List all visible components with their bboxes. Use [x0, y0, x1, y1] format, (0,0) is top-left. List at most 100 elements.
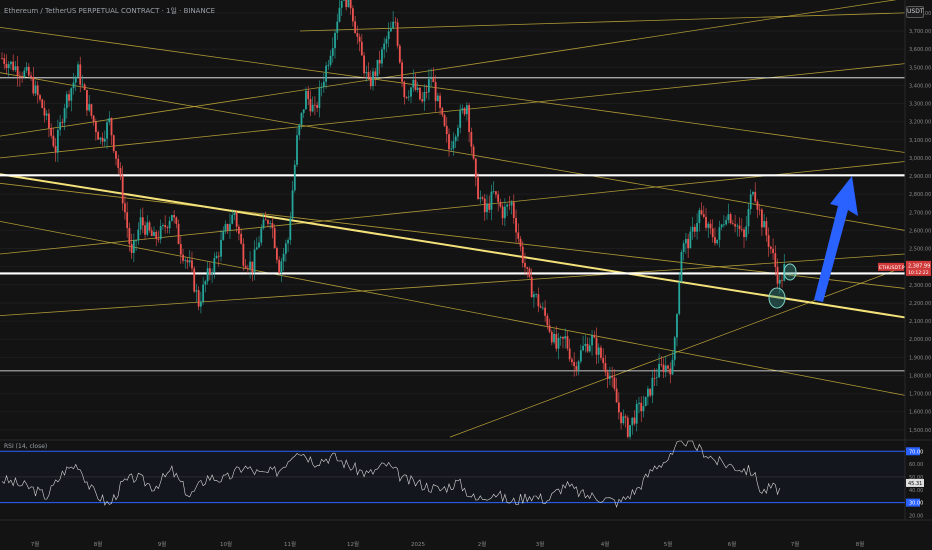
candle-body	[497, 194, 500, 202]
candle-body	[157, 239, 160, 240]
rsi-tick-label: 20.00	[909, 513, 923, 519]
candle-body	[778, 279, 781, 284]
candle-body	[600, 347, 602, 358]
candle-body	[179, 244, 182, 255]
candle-body	[481, 197, 484, 199]
candle-body	[617, 402, 620, 413]
time-tick-label: 12월	[347, 540, 359, 548]
candle-body	[159, 226, 162, 240]
price-tick-label: 2,600.00	[909, 228, 931, 234]
currency-button[interactable]: USDT	[906, 6, 924, 18]
candle-body	[3, 58, 6, 64]
price-tick-label: 2,700.00	[909, 210, 931, 216]
candle-body	[571, 359, 573, 363]
main-trend-line	[0, 173, 906, 319]
candle-body	[613, 377, 616, 389]
candle-body	[369, 77, 372, 87]
candle-body	[445, 125, 448, 135]
candle-body	[137, 229, 140, 241]
candle-body	[267, 220, 269, 224]
candle-body	[374, 71, 377, 76]
candle-body	[14, 66, 17, 71]
candle-body	[336, 21, 339, 33]
candle-body	[680, 251, 683, 283]
candle-body	[242, 243, 245, 266]
candle-body	[327, 64, 330, 66]
candle-body	[70, 88, 73, 101]
candle-body	[132, 240, 135, 253]
candle-body	[649, 388, 652, 396]
candle-body	[655, 377, 658, 378]
candle-body	[557, 338, 560, 349]
candle-body	[754, 192, 757, 202]
candle-body	[314, 104, 316, 106]
candle-body	[367, 72, 370, 78]
candle-body	[251, 261, 254, 273]
candle-body	[202, 284, 205, 302]
candle-body	[10, 61, 12, 65]
candle-body	[124, 203, 126, 213]
candle-body	[716, 239, 719, 244]
candle-body	[291, 190, 294, 219]
candle-body	[41, 99, 44, 108]
candle-body	[579, 350, 582, 362]
candle-body	[676, 313, 678, 338]
candle-body	[745, 226, 748, 238]
candle-body	[56, 129, 59, 153]
candle-body	[490, 191, 493, 210]
candle-body	[758, 209, 761, 211]
candle-body	[761, 209, 763, 228]
candle-body	[528, 268, 531, 278]
candle-body	[220, 239, 222, 257]
candle-body	[631, 417, 634, 426]
price-tick-label: 1,700.00	[909, 392, 931, 398]
candle-body	[231, 214, 234, 224]
candle-body	[12, 61, 15, 71]
candle-body	[305, 90, 307, 110]
time-tick-label: 7월	[31, 540, 40, 548]
candle-body	[526, 267, 529, 269]
candle-body	[781, 279, 783, 281]
candle-body	[660, 364, 663, 365]
candle-body	[470, 132, 473, 147]
candle-body	[651, 377, 654, 396]
candle-body	[119, 167, 122, 176]
candle-body	[519, 238, 522, 247]
candle-body	[533, 294, 535, 298]
candle-body	[101, 137, 104, 142]
candle-body	[403, 81, 406, 98]
candle-body	[215, 255, 218, 259]
candle-body	[226, 224, 229, 231]
candle-body	[604, 363, 607, 373]
candle-body	[302, 109, 305, 113]
candle-body	[696, 222, 698, 232]
candle-body	[700, 210, 703, 215]
target-circle-lower	[768, 287, 786, 309]
candle-body	[115, 151, 117, 159]
candle-body	[461, 108, 464, 111]
candle-body	[16, 66, 19, 77]
candle-body	[731, 223, 734, 225]
candle-body	[615, 388, 618, 403]
candle-body	[539, 306, 542, 308]
candle-body	[702, 214, 705, 217]
trend-line	[0, 72, 906, 231]
candle-body	[591, 335, 593, 346]
candle-body	[325, 65, 327, 82]
candle-body	[121, 175, 124, 204]
candle-body	[296, 135, 298, 165]
candle-body	[182, 254, 184, 261]
candle-body	[555, 333, 558, 349]
candle-body	[421, 99, 424, 102]
candle-body	[338, 7, 341, 22]
candle-body	[229, 223, 231, 231]
candle-body	[365, 72, 368, 74]
candle-body	[108, 118, 111, 123]
trend-line	[0, 63, 906, 159]
candle-body	[81, 84, 84, 86]
candle-body	[343, 0, 345, 1]
price-tick-label: 3,700.00	[909, 29, 931, 35]
candle-body	[673, 337, 676, 360]
